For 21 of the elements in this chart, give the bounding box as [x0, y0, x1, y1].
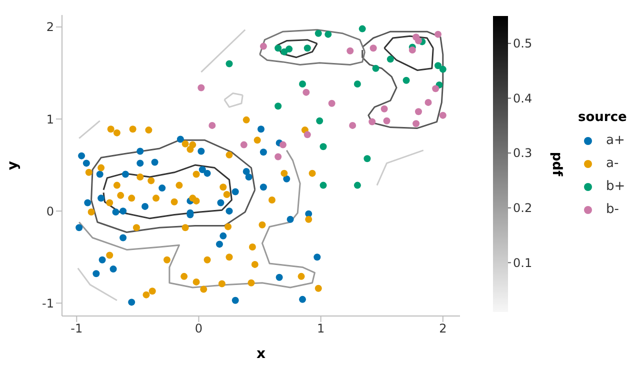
color-bar-label: 0.3 [513, 146, 532, 160]
y-axis-title: y [4, 160, 21, 170]
x-tick-label: 2 [439, 322, 447, 336]
x-tick-label: -1 [70, 322, 83, 336]
y-tick-label: -1 [42, 296, 54, 310]
color-bar-label: 0.1 [513, 256, 532, 270]
y-tick-label: 1 [46, 112, 54, 126]
y-tick-label: 0 [46, 204, 54, 218]
x-axis-title: x [256, 346, 266, 362]
color-bar-label: 0.2 [513, 201, 532, 216]
x-tick-label: 1 [317, 322, 325, 336]
legend-title: source [578, 110, 627, 125]
color-bar-label: 0.4 [513, 91, 532, 106]
color-bar-title: pdf [549, 152, 564, 176]
x-tick-label: 0 [194, 322, 203, 336]
y-tick-label: 2 [46, 20, 54, 34]
color-bar-label: 0.5 [513, 36, 532, 51]
legend-label: a+ [606, 133, 625, 148]
legend-label: b- [606, 202, 619, 217]
legend-label: b+ [606, 179, 626, 194]
legend-label: a- [606, 156, 619, 171]
